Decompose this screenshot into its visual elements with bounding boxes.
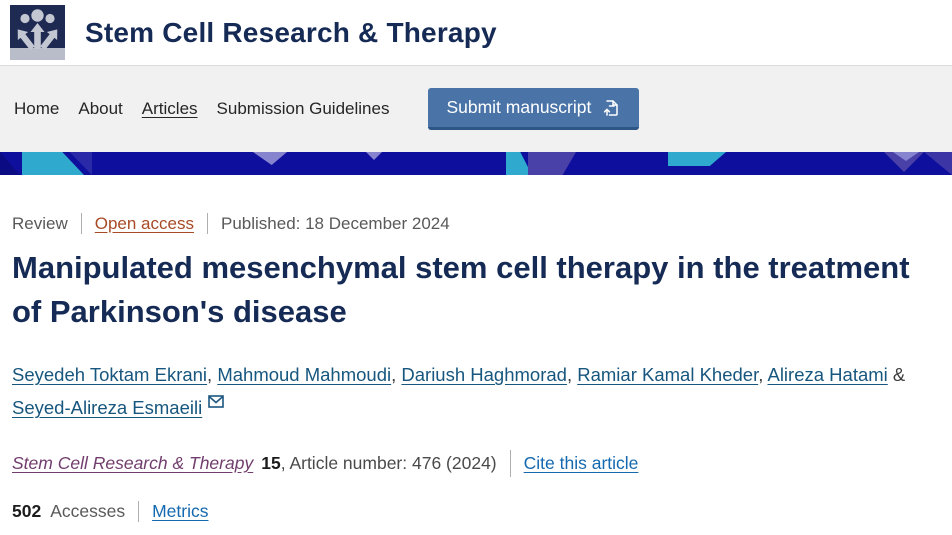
article-title: Manipulated mesenchymal stem cell therap… (12, 250, 910, 329)
main-nav: Home About Articles Submission Guideline… (0, 66, 952, 152)
metrics-link[interactable]: Metrics (152, 501, 209, 521)
bmc-logo-icon[interactable] (10, 5, 65, 60)
nav-item-about[interactable]: About (78, 99, 123, 118)
article-meta-row: Review Open access Published: 18 Decembe… (12, 213, 940, 234)
submit-manuscript-label: Submit manuscript (446, 97, 592, 117)
author-separator: , (207, 364, 218, 385)
journal-citation-link[interactable]: Stem Cell Research & Therapy (12, 453, 254, 473)
divider (206, 213, 208, 234)
author-list: Seyedeh Toktam Ekrani, Mahmoud Mahmoudi,… (12, 358, 940, 424)
manuscript-upload-icon (604, 99, 619, 116)
citation-row: Stem Cell Research & Therapy 15 , Articl… (12, 450, 940, 477)
email-corresponding-author-icon[interactable] (208, 385, 225, 418)
submit-manuscript-button[interactable]: Submit manuscript (428, 88, 640, 130)
divider (80, 213, 82, 234)
article-header-section: Review Open access Published: 18 Decembe… (0, 213, 952, 522)
divider (138, 501, 140, 522)
author-conjunction: & (892, 364, 906, 385)
nav-item-submission-guidelines[interactable]: Submission Guidelines (216, 99, 390, 118)
divider (509, 450, 511, 477)
volume-number: 15 (261, 453, 281, 473)
nav-item-home[interactable]: Home (14, 99, 60, 118)
author-separator: , (566, 364, 578, 385)
cite-this-article-link[interactable]: Cite this article (523, 453, 639, 473)
author-separator: , (391, 364, 402, 385)
author-link[interactable]: Alireza Hatami (767, 364, 888, 385)
author-link-corresponding[interactable]: Seyed-Alireza Esmaeili (12, 397, 203, 418)
article-number-text: , Article number: 476 (2024) (280, 453, 497, 473)
author-separator: , (758, 364, 768, 385)
decorative-banner (0, 152, 952, 175)
author-link[interactable]: Mahmoud Mahmoudi (217, 364, 392, 385)
metrics-row: 502 Accesses Metrics (12, 501, 940, 522)
nav-item-articles[interactable]: Articles (141, 99, 198, 118)
site-header: Stem Cell Research & Therapy (0, 0, 952, 66)
author-link[interactable]: Ramiar Kamal Kheder (577, 364, 759, 385)
author-link[interactable]: Seyedeh Toktam Ekrani (12, 364, 208, 385)
published-date: Published: 18 December 2024 (220, 213, 450, 233)
accesses-count: 502 (12, 501, 42, 521)
author-link[interactable]: Dariush Haghmorad (401, 364, 567, 385)
article-type-label: Review (12, 213, 68, 233)
journal-title: Stem Cell Research & Therapy (85, 16, 497, 48)
accesses-label: Accesses (50, 501, 126, 521)
open-access-link[interactable]: Open access (94, 213, 194, 233)
